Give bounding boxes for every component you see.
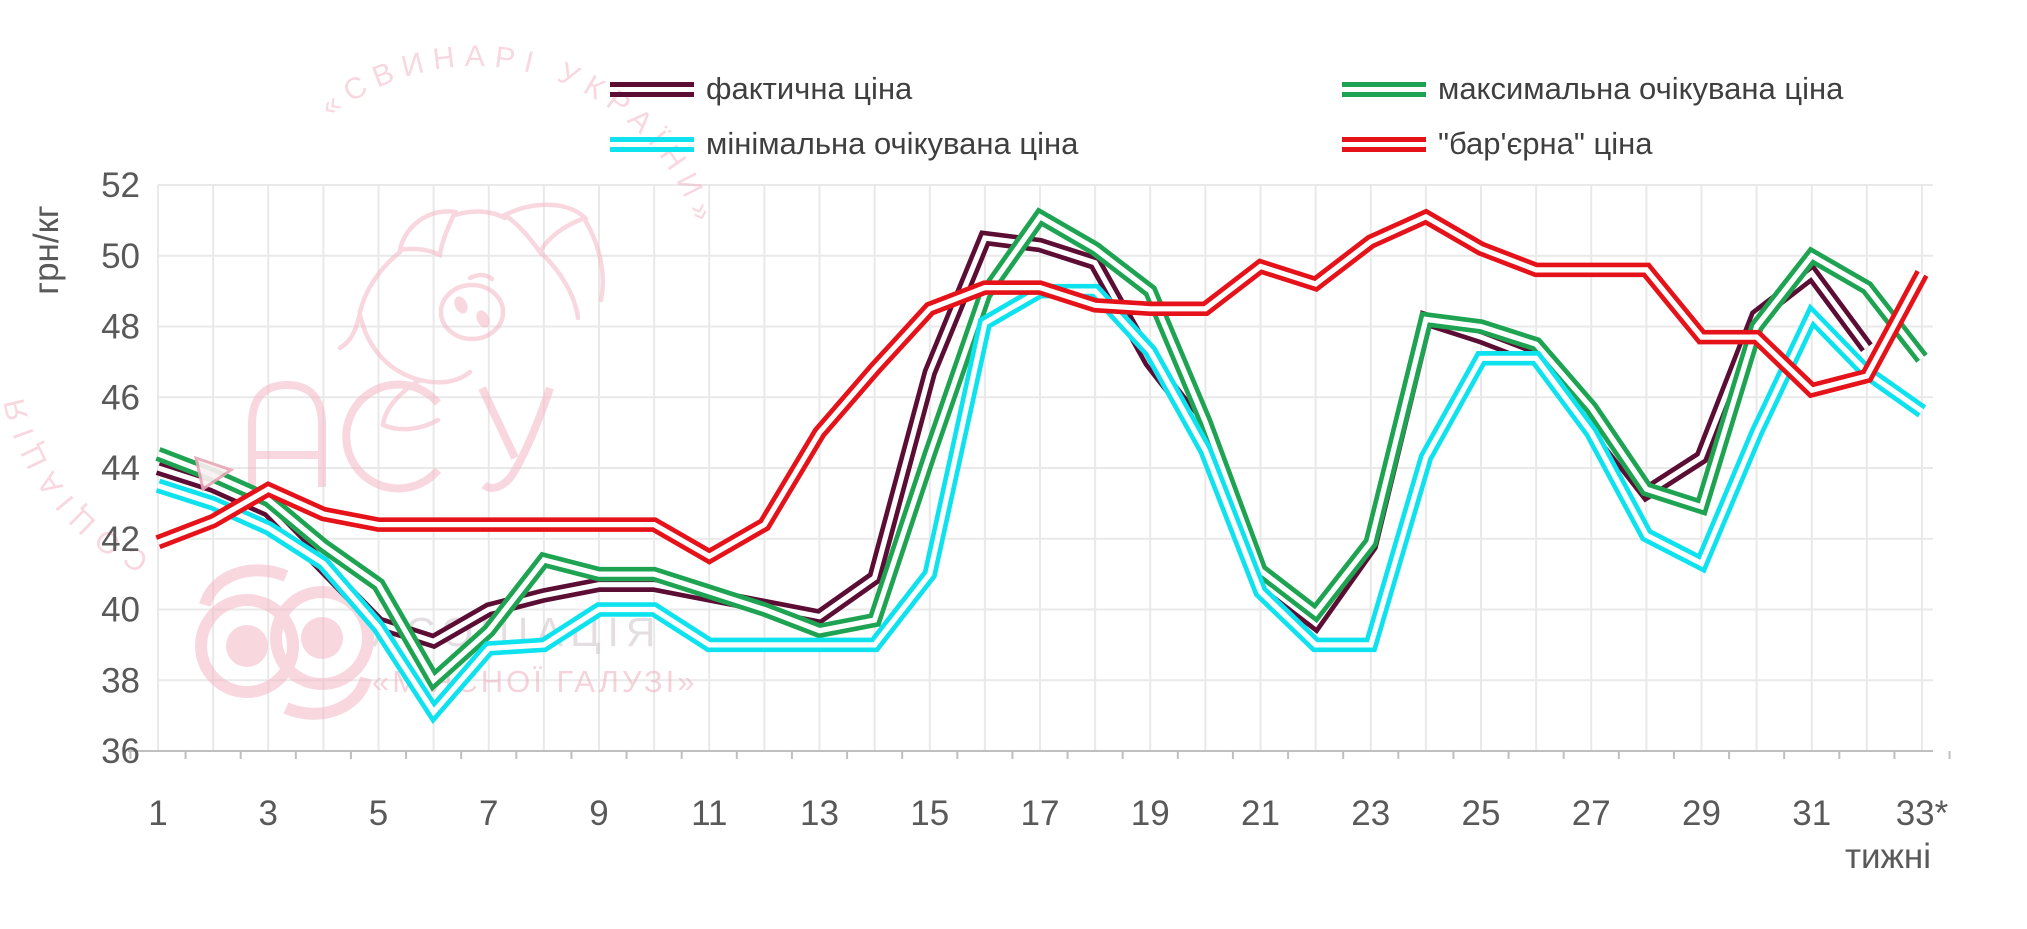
pig-right-ear-icon — [500, 202, 590, 257]
pig-cheek-icon — [537, 249, 581, 321]
x-tick-label: 7 — [479, 794, 498, 833]
pig-left-ear-icon — [397, 209, 459, 259]
watermark-arrow-icon — [193, 455, 235, 492]
y-axis-title: грн/кг — [27, 205, 66, 294]
y-tick-label: 50 — [101, 237, 140, 276]
x-tick-label: 17 — [1021, 794, 1060, 833]
knot-loop-icon — [195, 594, 299, 698]
x-tick-label: 31 — [1792, 794, 1831, 833]
x-tick-label: 25 — [1462, 794, 1501, 833]
pig-mouth-icon — [417, 369, 473, 385]
x-tick-label: 19 — [1131, 794, 1170, 833]
knot-dot-icon — [226, 625, 268, 667]
legend-label-barierna: "бар'єрна" ціна — [1438, 126, 1653, 161]
pig-jaw-icon — [357, 312, 426, 428]
y-tick-label: 46 — [101, 378, 140, 417]
x-tick-label: 15 — [910, 794, 949, 833]
watermark-letter-s — [342, 380, 442, 493]
knot-loop-icon — [270, 586, 374, 690]
knot-tail-icon — [199, 564, 289, 608]
legend-marker-maksymalna — [1342, 81, 1426, 97]
legend-label-minimalna: мінімальна очікувана ціна — [706, 126, 1079, 161]
series-line-core-2 — [157, 213, 1925, 685]
x-tick-label: 1 — [148, 794, 167, 833]
x-axis-title: тижні — [1845, 837, 1931, 876]
y-tick-label: 52 — [101, 166, 140, 205]
x-tick-label: 33* — [1896, 794, 1949, 833]
knot-dot-icon — [301, 617, 343, 659]
x-tick-label: 29 — [1682, 794, 1721, 833]
x-tick-label: 23 — [1351, 794, 1390, 833]
pig-forehead-icon — [452, 209, 508, 221]
x-tick-label: 27 — [1572, 794, 1611, 833]
x-tick-label: 3 — [259, 794, 278, 833]
legend-item-minimalna: мінімальна очікувана ціна — [610, 126, 1078, 162]
pig-neck-icon — [582, 217, 605, 303]
x-tick-label: 21 — [1241, 794, 1280, 833]
x-tick-label: 11 — [691, 794, 727, 833]
x-tick-label: 13 — [800, 794, 839, 833]
legend-item-barierna: "бар'єрна" ціна — [1342, 126, 1653, 162]
pig-face-icon — [337, 249, 403, 351]
legend-marker-barierna — [1342, 136, 1426, 152]
y-tick-label: 48 — [101, 308, 140, 347]
legend-item-faktychna: фактична ціна — [610, 71, 912, 107]
y-tick-label: 36 — [101, 732, 140, 771]
y-tick-label: 38 — [101, 661, 140, 700]
knot-tail-icon — [283, 676, 372, 720]
legend-marker-faktychna — [610, 81, 694, 97]
legend-item-maksymalna: максимальна очікувана ціна — [1342, 71, 1843, 107]
x-tick-label: 5 — [369, 794, 388, 833]
watermark-letter-u — [478, 386, 554, 492]
legend-label-faktychna: фактична ціна — [706, 71, 913, 106]
pig-nostril-icon — [476, 310, 490, 328]
series-line-core-4 — [157, 213, 1925, 560]
pig-chin-icon — [380, 417, 441, 432]
pig-nostril-icon — [454, 296, 468, 314]
x-tick-label: 9 — [589, 794, 608, 833]
watermark-letter-a — [248, 380, 326, 487]
legend-label-maksymalna: максимальна очікувана ціна — [1438, 71, 1844, 106]
y-tick-label: 42 — [101, 520, 140, 559]
y-tick-label: 44 — [101, 449, 140, 488]
pig-snout-icon — [438, 282, 506, 342]
pig-eye-icon — [467, 272, 495, 282]
y-tick-label: 40 — [101, 591, 140, 630]
legend-marker-minimalna — [610, 136, 694, 152]
